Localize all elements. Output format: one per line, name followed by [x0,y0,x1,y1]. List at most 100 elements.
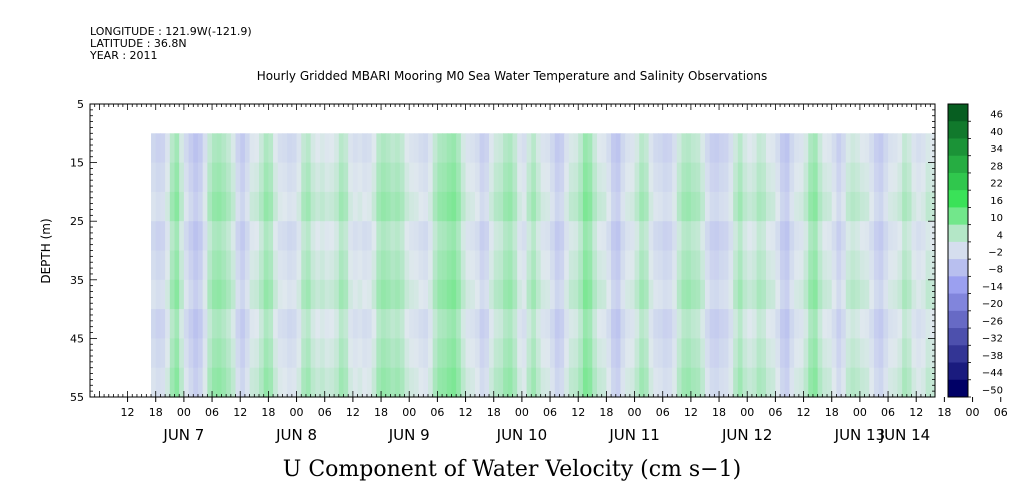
heatmap-cell [639,338,645,369]
colorbar-swatch [948,259,968,277]
heatmap-cell [287,221,293,252]
heatmap-cell [559,338,565,369]
heatmap-cell [385,133,392,164]
heatmap-cell [423,250,429,281]
heatmap-cell [535,338,542,369]
heatmap-cell [606,309,612,339]
heatmap-cell [817,309,823,339]
heatmap-cell [723,221,730,252]
heatmap-cell [653,250,659,281]
heatmap-cell [404,338,410,369]
heatmap-cell [381,279,387,310]
heatmap-cell [719,191,725,222]
colorbar-tick-label: −44 [982,368,1003,379]
heatmap-cell [902,133,908,164]
heatmap-cell [761,162,767,193]
heatmap-cell [592,309,598,339]
heatmap-cell [733,191,739,222]
heatmap-cell [437,279,443,310]
heatmap-cell [413,191,420,222]
heatmap-cell [479,221,485,252]
heatmap-cell [334,338,340,369]
heatmap-cell [489,191,495,222]
heatmap-cell [531,367,537,398]
heatmap-cell [615,250,622,281]
heatmap-cell [582,367,589,398]
y-tick-label: 15 [70,157,84,170]
heatmap-cell [864,367,870,398]
heatmap-cell [855,133,861,164]
heatmap-cell [784,191,791,222]
heatmap-cell [521,133,528,164]
heatmap-cell [601,191,607,222]
latitude-label: LATITUDE : 36.8N [90,37,187,50]
heatmap-cell [202,133,208,164]
heatmap-cell [371,162,377,193]
heatmap-cell [193,367,199,398]
heatmap-cell [240,309,246,339]
heatmap-cell [183,162,190,193]
heatmap-cell [742,279,748,310]
heatmap-cell [564,367,570,398]
heatmap-cell [517,162,523,193]
heatmap-cell [371,221,377,252]
x-hour-tick-label: 12 [571,406,585,419]
heatmap-cell [827,250,833,281]
heatmap-cell [841,133,847,164]
heatmap-cell [230,162,237,193]
heatmap-cell [287,338,293,369]
heatmap-cell [259,191,265,222]
heatmap-cell [160,338,166,369]
heatmap-cell [897,250,903,281]
heatmap-cell [775,367,781,398]
heatmap-cell [301,338,307,369]
heatmap-cell [531,338,537,369]
heatmap-cell [352,162,359,193]
heatmap-cell [643,221,650,252]
heatmap-cell [305,309,312,339]
heatmap-cell [564,162,570,193]
heatmap-cell [418,191,424,222]
heatmap-cell [320,191,326,222]
heatmap-cell [169,338,176,369]
heatmap-cell [188,162,194,193]
heatmap-cell [564,250,570,281]
heatmap-cell [230,221,237,252]
heatmap-cell [183,338,190,369]
colorbar-tick-label: −50 [982,385,1003,396]
heatmap-cell [789,309,795,339]
heatmap-cell [160,279,166,310]
heatmap-cell [723,309,730,339]
heatmap-cell [625,279,631,310]
heatmap-cell [320,309,326,339]
colorbar-frame [947,103,969,398]
heatmap-cell [413,309,420,339]
heatmap-cell [362,191,368,222]
heatmap-cell [221,367,227,398]
heatmap-cell [822,221,828,252]
heatmap-cell [409,338,415,369]
heatmap-cell [728,367,734,398]
heatmap-cell [413,133,420,164]
heatmap-cell [925,309,931,339]
heatmap-cell [620,367,626,398]
heatmap-cell [878,133,884,164]
heatmap-cell [582,191,589,222]
heatmap-cell [930,250,936,281]
heatmap-cell [864,221,870,252]
heatmap-cell [207,221,213,252]
heatmap-cell [615,191,622,222]
heatmap-cell [188,191,194,222]
heatmap-cell [399,191,406,222]
heatmap-cell [423,309,429,339]
heatmap-cell [442,338,448,369]
heatmap-cell [733,279,739,310]
heatmap-cell [512,309,518,339]
heatmap-cell [329,162,335,193]
heatmap-cell [183,191,190,222]
heatmap-cell [446,367,453,398]
heatmap-cell [831,191,838,222]
heatmap-cell [568,133,575,164]
heatmap-cell [235,162,241,193]
heatmap-cell [836,133,842,164]
